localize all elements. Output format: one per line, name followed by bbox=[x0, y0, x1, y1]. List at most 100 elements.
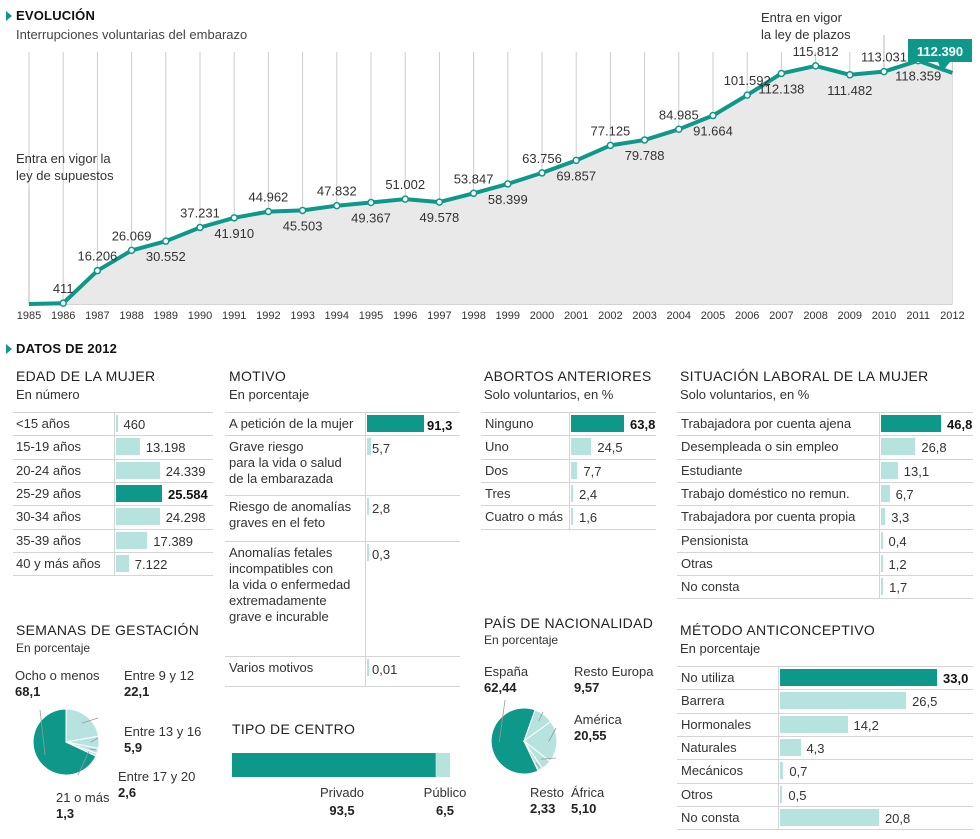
centro-stacked-bar: Privado 93,5 Público 6,5 bbox=[232, 753, 466, 818]
row-divider bbox=[677, 481, 973, 483]
bar bbox=[367, 415, 424, 432]
row-divider bbox=[677, 829, 973, 831]
row-label: Estudiante bbox=[681, 462, 743, 478]
bar bbox=[571, 484, 573, 502]
row-divider bbox=[13, 505, 213, 507]
row-label: Dos bbox=[485, 462, 509, 478]
column-separator bbox=[778, 666, 779, 830]
row-label: Hormonales bbox=[681, 716, 752, 732]
bar-value-label: 2,4 bbox=[579, 486, 598, 502]
slice-value-label: 5,9 bbox=[124, 740, 142, 755]
bar bbox=[116, 554, 129, 572]
row-label: Uno bbox=[485, 439, 509, 455]
slice-category-label: Resto bbox=[530, 785, 564, 800]
row-label: Mecánicos bbox=[681, 763, 744, 779]
slice-category-label: Entre 13 y 16 bbox=[124, 724, 201, 739]
data-label: 49.578 bbox=[420, 210, 460, 225]
data-label: 84.985 bbox=[659, 107, 699, 122]
pie-slice bbox=[523, 720, 558, 763]
x-tick-label: 2000 bbox=[530, 310, 554, 322]
x-tick-label: 1990 bbox=[188, 310, 212, 322]
slice-value-label: 5,10 bbox=[571, 801, 596, 816]
pie-slice bbox=[65, 708, 100, 743]
x-tick-label: 1992 bbox=[256, 310, 280, 322]
row-label: 20-24 años bbox=[16, 462, 82, 478]
bar-value-label: 17.389 bbox=[153, 533, 194, 549]
data-point bbox=[367, 198, 375, 207]
bar bbox=[116, 415, 118, 432]
row-divider bbox=[481, 528, 656, 530]
row-label: 40 y más años bbox=[16, 555, 101, 571]
row-label: 30-34 años bbox=[16, 509, 82, 525]
column-separator bbox=[879, 412, 880, 599]
edad-subtitle: En número bbox=[16, 387, 80, 402]
row-divider bbox=[677, 458, 973, 460]
bar bbox=[367, 498, 369, 515]
bar bbox=[116, 508, 160, 526]
data-point bbox=[606, 141, 615, 150]
row-label: Naturales bbox=[681, 739, 737, 755]
data-point bbox=[435, 198, 444, 206]
section-marker-icon bbox=[6, 344, 12, 354]
bar bbox=[367, 659, 369, 676]
row-divider bbox=[677, 575, 973, 577]
row-label: 35-39 años bbox=[16, 532, 82, 548]
evolucion-title: EVOLUCIÓN bbox=[6, 8, 95, 23]
row-label: 15-19 años bbox=[16, 439, 82, 455]
leader-line bbox=[39, 709, 46, 756]
edad-bar-chart: <15 años 460 15-19 años 13.198 20-24 años 24.… bbox=[13, 412, 213, 577]
laboral-bar-chart: Trabajadora por cuenta ajena 46,8 Desemple… bbox=[677, 412, 973, 600]
metodo-subtitle: En porcentaje bbox=[680, 641, 761, 656]
x-tick-label: 2010 bbox=[872, 310, 896, 322]
row-label: Desempleada o sin empleo bbox=[681, 439, 839, 455]
data-point bbox=[811, 62, 820, 70]
leader-line bbox=[535, 762, 541, 769]
bar-value-label: 24.339 bbox=[165, 463, 206, 479]
slice-category-label: 21 o más bbox=[56, 790, 110, 805]
x-tick-label: 2005 bbox=[701, 310, 725, 322]
row-divider bbox=[13, 435, 213, 437]
metodo-bar-chart: No utiliza 33,0 Barrera 26,5 Hormonales 14,2 N… bbox=[677, 666, 973, 832]
data-label: 44.962 bbox=[249, 190, 289, 205]
bar-value-label: 4,3 bbox=[806, 740, 825, 756]
evolution-points bbox=[59, 56, 922, 307]
data-label: 411 bbox=[53, 281, 74, 296]
bar-value-label: 26,5 bbox=[912, 694, 938, 710]
data-label: 47.832 bbox=[317, 184, 357, 199]
leader-line bbox=[77, 751, 90, 776]
evolution-line bbox=[28, 58, 954, 306]
x-tick-label: 1997 bbox=[427, 310, 451, 322]
row-divider bbox=[481, 505, 656, 507]
bar bbox=[780, 785, 783, 803]
slice-category-label: Ocho o menos bbox=[15, 668, 100, 683]
bar-value-label: 24,5 bbox=[597, 440, 623, 456]
bar-value-label: 1,6 bbox=[579, 510, 598, 526]
row-divider bbox=[481, 458, 656, 460]
row-divider bbox=[225, 495, 460, 496]
x-tick-label: 1993 bbox=[290, 310, 314, 322]
x-tick-label: 1987 bbox=[85, 310, 109, 322]
row-divider bbox=[225, 656, 460, 657]
bar bbox=[367, 544, 369, 561]
bar-value-label: 1,7 bbox=[889, 580, 908, 596]
bar bbox=[780, 738, 801, 756]
bar-value-label: 33,0 bbox=[943, 671, 969, 686]
row-label: 25-29 años bbox=[16, 485, 82, 501]
bar bbox=[571, 508, 573, 526]
data-label: 49.367 bbox=[351, 211, 391, 226]
centro-category-label: Privado bbox=[320, 785, 364, 800]
data-label: 112.138 bbox=[758, 81, 804, 96]
row-divider bbox=[677, 689, 973, 691]
bar bbox=[881, 578, 884, 596]
annotation-supuestos-line2: ley de supuestos bbox=[16, 168, 114, 183]
leader-line bbox=[540, 757, 557, 760]
row-divider bbox=[677, 805, 973, 807]
data-point bbox=[777, 69, 786, 78]
data-point bbox=[675, 125, 683, 134]
row-label: Cuatro o más bbox=[485, 509, 564, 525]
annotation-plazos-line2: la ley de plazos bbox=[761, 27, 851, 42]
data-point bbox=[93, 266, 102, 275]
row-label: Varios motivos bbox=[229, 660, 314, 675]
data-label: 77.125 bbox=[591, 123, 631, 138]
badge-value: 112.390 bbox=[917, 44, 963, 59]
